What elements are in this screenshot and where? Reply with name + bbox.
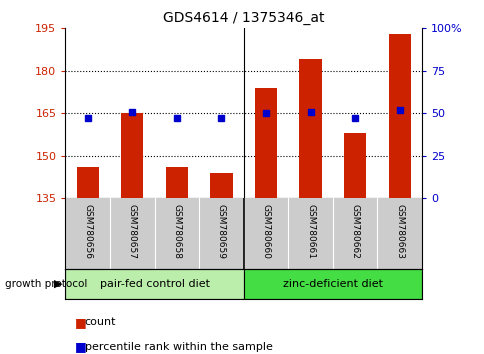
Text: ■: ■	[75, 316, 87, 329]
Text: percentile rank within the sample: percentile rank within the sample	[85, 342, 272, 352]
Text: pair-fed control diet: pair-fed control diet	[99, 279, 209, 289]
Text: GSM780659: GSM780659	[216, 204, 226, 259]
Text: ■: ■	[75, 341, 87, 353]
Title: GDS4614 / 1375346_at: GDS4614 / 1375346_at	[163, 11, 324, 24]
Bar	[243, 269, 421, 299]
Bar	[65, 269, 243, 299]
Bar	[210, 173, 232, 198]
Text: count: count	[85, 317, 116, 327]
Text: GSM780662: GSM780662	[350, 204, 359, 259]
Bar	[76, 167, 99, 198]
Text: GSM780663: GSM780663	[394, 204, 403, 259]
Text: GSM780657: GSM780657	[128, 204, 136, 259]
Bar	[121, 113, 143, 198]
Text: GSM780658: GSM780658	[172, 204, 181, 259]
Bar	[254, 88, 276, 198]
Text: ▶: ▶	[54, 279, 62, 289]
Text: GSM780660: GSM780660	[261, 204, 270, 259]
Bar	[299, 59, 321, 198]
Text: growth protocol: growth protocol	[5, 279, 87, 289]
Bar	[388, 34, 410, 198]
Text: GSM780656: GSM780656	[83, 204, 92, 259]
Bar	[343, 133, 365, 198]
Bar	[166, 167, 188, 198]
Text: zinc-deficient diet: zinc-deficient diet	[282, 279, 382, 289]
Text: GSM780661: GSM780661	[305, 204, 315, 259]
